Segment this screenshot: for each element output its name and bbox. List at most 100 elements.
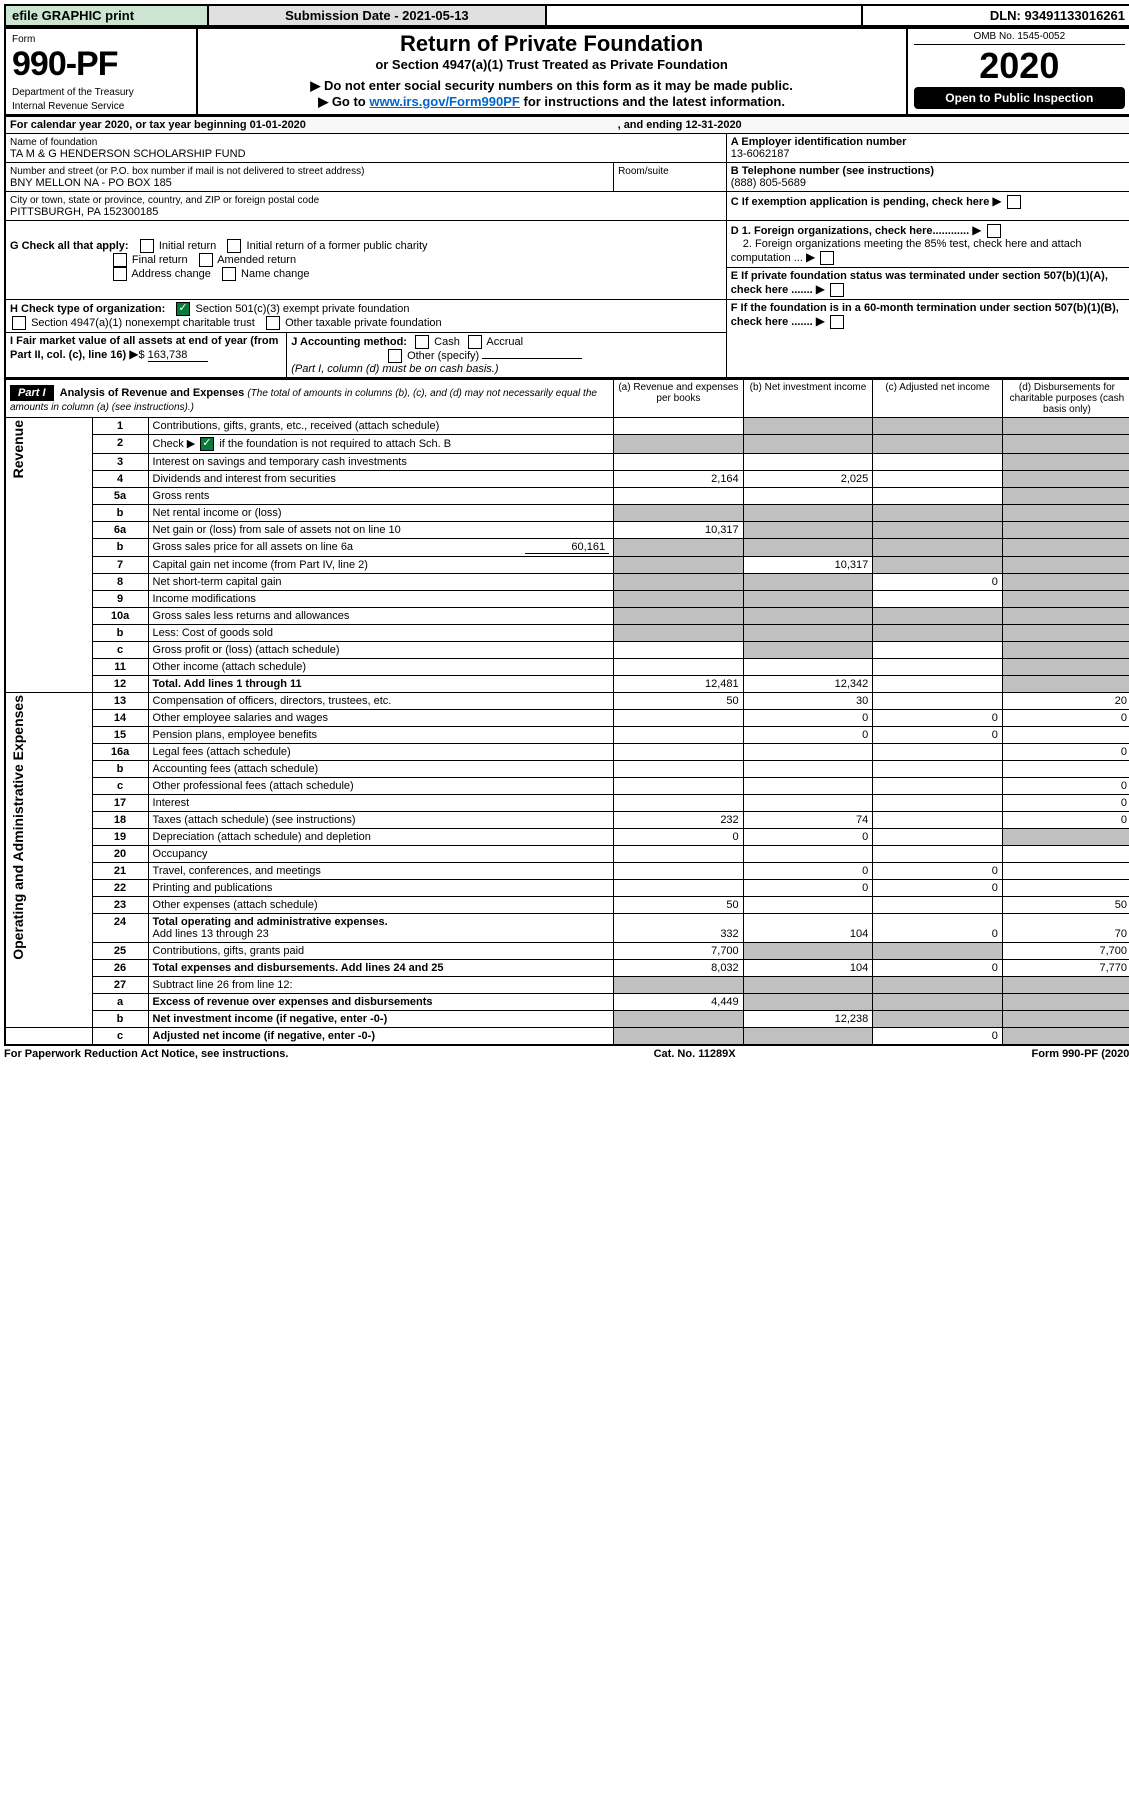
opexp-side: Operating and Administrative Expenses — [10, 695, 26, 960]
line19: Depreciation (attach schedule) and deple… — [148, 829, 614, 846]
address: BNY MELLON NA - PO BOX 185 — [10, 177, 172, 189]
j-label: J Accounting method: — [291, 336, 407, 348]
schb-checkbox[interactable] — [200, 437, 214, 451]
d1-label: D 1. Foreign organizations, check here..… — [731, 225, 969, 237]
line24: Total operating and administrative expen… — [148, 914, 614, 943]
col-b: (b) Net investment income — [743, 380, 873, 418]
open-public: Open to Public Inspection — [914, 87, 1125, 109]
line12: Total. Add lines 1 through 11 — [148, 676, 614, 693]
form-header: Form 990-PF Department of the Treasury I… — [4, 27, 1129, 116]
d2-label: 2. Foreign organizations meeting the 85%… — [731, 238, 1082, 264]
g-final[interactable] — [113, 253, 127, 267]
f-checkbox[interactable] — [830, 315, 844, 329]
footer: For Paperwork Reduction Act Notice, see … — [4, 1046, 1129, 1062]
dept: Department of the Treasury — [12, 87, 134, 98]
g-name[interactable] — [222, 267, 236, 281]
j-other-checkbox[interactable] — [388, 349, 402, 363]
line14: Other employee salaries and wages — [148, 710, 614, 727]
dln: DLN: 93491133016261 — [862, 5, 1129, 26]
part1-title: Analysis of Revenue and Expenses — [60, 387, 245, 399]
calendar-row: For calendar year 2020, or tax year begi… — [4, 116, 1129, 379]
h-other-checkbox[interactable] — [266, 316, 280, 330]
line17: Interest — [148, 795, 614, 812]
ein-label: A Employer identification number — [731, 136, 907, 148]
part1-table: Part I Analysis of Revenue and Expenses … — [4, 379, 1129, 1046]
foundation-name: TA M & G HENDERSON SCHOLARSHIP FUND — [10, 148, 246, 160]
g-initial-former[interactable] — [227, 239, 241, 253]
submission-date: Submission Date - 2021-05-13 — [208, 5, 546, 26]
addr-label: Number and street (or P.O. box number if… — [10, 166, 364, 177]
footer-left: For Paperwork Reduction Act Notice, see … — [4, 1046, 569, 1062]
e-label: E If private foundation status was termi… — [731, 270, 1108, 296]
col-c: (c) Adjusted net income — [873, 380, 1003, 418]
d2-checkbox[interactable] — [820, 251, 834, 265]
line16a: Legal fees (attach schedule) — [148, 744, 614, 761]
line11: Other income (attach schedule) — [148, 659, 614, 676]
line25: Contributions, gifts, grants paid — [148, 943, 614, 960]
line2: Check ▶ if the foundation is not require… — [148, 435, 614, 454]
col-d: (d) Disbursements for charitable purpose… — [1002, 380, 1129, 418]
name-label: Name of foundation — [10, 137, 97, 148]
line26: Total expenses and disbursements. Add li… — [148, 960, 614, 977]
line21: Travel, conferences, and meetings — [148, 863, 614, 880]
title: Return of Private Foundation — [204, 31, 900, 57]
footer-mid: Cat. No. 11289X — [569, 1046, 821, 1062]
g-initial[interactable] — [140, 239, 154, 253]
j-cash-checkbox[interactable] — [415, 335, 429, 349]
line20: Occupancy — [148, 846, 614, 863]
footer-right: Form 990-PF (2020) — [821, 1046, 1129, 1062]
line5a: Gross rents — [148, 488, 614, 505]
line27c: Adjusted net income (if negative, enter … — [148, 1028, 614, 1046]
line22: Printing and publications — [148, 880, 614, 897]
line16c: Other professional fees (attach schedule… — [148, 778, 614, 795]
room-label: Room/suite — [618, 166, 669, 177]
efile-label: efile GRAPHIC print — [5, 5, 208, 26]
e-checkbox[interactable] — [830, 283, 844, 297]
line4: Dividends and interest from securities — [148, 471, 614, 488]
line8: Net short-term capital gain — [148, 574, 614, 591]
g-label: G Check all that apply: — [10, 240, 129, 252]
city-label: City or town, state or province, country… — [10, 195, 319, 206]
i-value: 163,738 — [148, 349, 208, 362]
irs-link[interactable]: www.irs.gov/Form990PF — [369, 94, 520, 109]
h-4947-checkbox[interactable] — [12, 316, 26, 330]
line3: Interest on savings and temporary cash i… — [148, 454, 614, 471]
calendar-end: , and ending 12-31-2020 — [618, 119, 742, 131]
j-accrual-checkbox[interactable] — [468, 335, 482, 349]
line15: Pension plans, employee benefits — [148, 727, 614, 744]
line13: Compensation of officers, directors, tru… — [148, 693, 614, 710]
top-bar: efile GRAPHIC print Submission Date - 20… — [4, 4, 1129, 27]
ein: 13-6062187 — [731, 148, 790, 160]
col-a: (a) Revenue and expenses per books — [614, 380, 744, 418]
line27a: Excess of revenue over expenses and disb… — [148, 994, 614, 1011]
line6a: Net gain or (loss) from sale of assets n… — [148, 522, 614, 539]
line1: Contributions, gifts, grants, etc., rece… — [148, 418, 614, 435]
line7: Capital gain net income (from Part IV, l… — [148, 557, 614, 574]
g-amended[interactable] — [199, 253, 213, 267]
f-label: F If the foundation is in a 60-month ter… — [731, 302, 1119, 328]
line16b: Accounting fees (attach schedule) — [148, 761, 614, 778]
line27: Subtract line 26 from line 12: — [148, 977, 614, 994]
form-number: 990-PF — [12, 45, 118, 83]
line10c: Gross profit or (loss) (attach schedule) — [148, 642, 614, 659]
line5b: Net rental income or (loss) — [148, 505, 614, 522]
omb: OMB No. 1545-0052 — [914, 31, 1125, 45]
c-checkbox[interactable] — [1007, 195, 1021, 209]
c-label: C If exemption application is pending, c… — [731, 196, 990, 208]
line10a: Gross sales less returns and allowances — [148, 608, 614, 625]
j-note: (Part I, column (d) must be on cash basi… — [291, 363, 498, 375]
line18: Taxes (attach schedule) (see instruction… — [148, 812, 614, 829]
irs: Internal Revenue Service — [12, 101, 124, 112]
note1: ▶ Do not enter social security numbers o… — [204, 78, 900, 94]
tax-year: 2020 — [914, 45, 1125, 87]
h-label: H Check type of organization: — [10, 303, 165, 315]
i-label: I Fair market value of all assets at end… — [10, 335, 278, 361]
calendar-begin: For calendar year 2020, or tax year begi… — [10, 119, 306, 131]
phone: (888) 805-5689 — [731, 177, 806, 189]
g-address[interactable] — [113, 267, 127, 281]
d1-checkbox[interactable] — [987, 224, 1001, 238]
note2: ▶ Go to www.irs.gov/Form990PF for instru… — [204, 94, 900, 110]
line9: Income modifications — [148, 591, 614, 608]
line6b: Gross sales price for all assets on line… — [148, 539, 614, 557]
h-501c3-checkbox[interactable] — [176, 302, 190, 316]
